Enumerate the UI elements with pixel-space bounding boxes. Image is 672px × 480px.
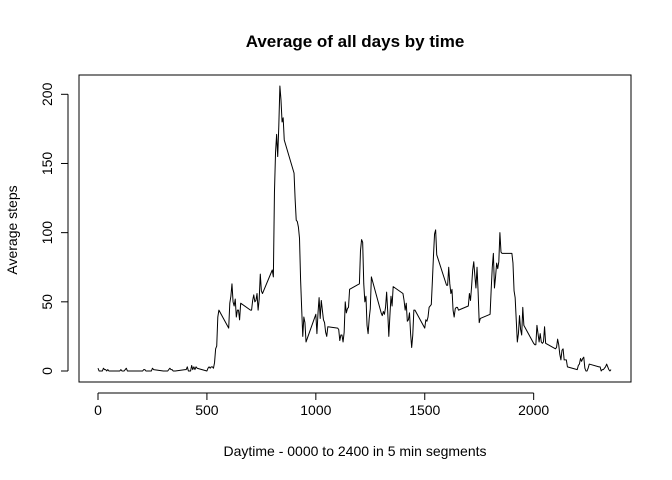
y-axis: 0 50 100 150 200	[39, 82, 69, 375]
x-tick-label: 500	[195, 402, 219, 418]
plot-box	[78, 74, 632, 383]
y-tick-label: 150	[39, 152, 55, 176]
x-tick-label: 1000	[300, 402, 331, 418]
x-axis-label: Daytime - 0000 to 2400 in 5 min segments	[223, 443, 486, 459]
x-tick-label: 0	[94, 402, 102, 418]
x-axis: 0 500 1000 1500 2000	[94, 392, 549, 418]
series-line-average-steps	[97, 85, 612, 372]
chart-title: Average of all days by time	[246, 32, 465, 51]
y-tick-label: 200	[39, 82, 55, 106]
y-tick-label: 0	[39, 367, 55, 375]
y-tick-label: 50	[39, 294, 55, 310]
x-tick-label: 2000	[518, 402, 549, 418]
y-axis-label: Average steps	[4, 185, 20, 274]
y-tick-label: 100	[39, 221, 55, 245]
x-tick-label: 1500	[409, 402, 440, 418]
